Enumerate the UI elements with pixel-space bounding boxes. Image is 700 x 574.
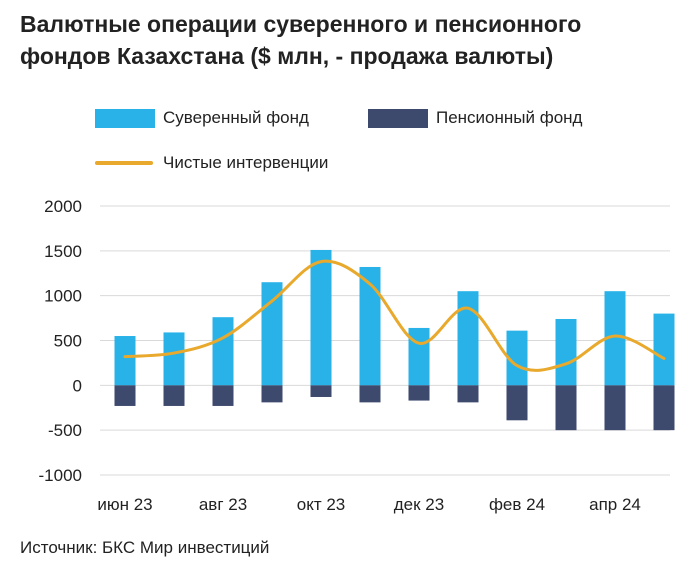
bar-pension [163,385,185,406]
x-tick-label: окт 23 [297,495,346,514]
legend-item-sovereign: Суверенный фонд [95,108,309,128]
grid-layer [100,205,670,476]
label-layer: 2000 1500 1000 500 0 -500 -1000 июн 23 авг 23 окт… [39,197,641,514]
x-tick-label: дек 23 [394,495,444,514]
legend-swatch-sovereign [95,108,155,128]
chart-title-line2: фондов Казахстана ($ млн, - продажа валю… [20,43,554,69]
bar-sovereign [653,313,675,386]
y-tick-label: -500 [48,421,82,440]
legend-label-sovereign: Суверенный фонд [163,108,309,127]
bar-pension [506,385,528,421]
bar-pension [310,385,332,397]
source-note: Источник: БКС Мир инвестиций [20,538,270,557]
legend-label-pension: Пенсионный фонд [436,108,583,127]
legend-label-net: Чистые интервенции [163,153,329,172]
x-tick-label: июн 23 [97,495,152,514]
legend-swatch-pension [368,108,428,128]
y-tick-label: -1000 [39,466,82,485]
bar-pension [359,385,381,403]
chart-legend: Суверенный фонд Пенсионный фонд Чистые и… [95,108,695,188]
bar-pension [212,385,234,406]
x-tick-label: апр 24 [589,495,641,514]
chart-title-line1: Валютные операции суверенного и пенсионн… [20,11,582,37]
bar-pension [653,385,675,431]
x-tick-label: фев 24 [489,495,545,514]
line-layer [123,259,666,372]
legend-item-pension: Пенсионный фонд [368,108,582,128]
bar-pension [604,385,626,431]
line-net-interventions [123,259,666,372]
chart-plot: 2000 1500 1000 500 0 -500 -1000 июн 23 авг 23 окт… [39,197,675,514]
y-tick-label: 2000 [44,197,82,216]
bar-sovereign [114,336,136,386]
chart-title: Валютные операции суверенного и пенсионн… [20,8,680,72]
bar-sovereign [604,291,626,386]
y-tick-label: 1000 [44,287,82,306]
bar-sovereign [212,317,234,386]
legend-item-net: Чистые интервенции [95,153,328,173]
bar-pension [555,385,577,431]
bar-sovereign [163,332,185,386]
y-tick-label: 0 [73,376,82,395]
bar-sovereign [408,327,430,386]
bar-pension [114,385,136,406]
bar-layer [114,249,675,431]
bar-sovereign [261,282,283,386]
bar-pension [261,385,283,403]
bar-pension [457,385,479,403]
x-tick-label: авг 23 [199,495,247,514]
y-tick-label: 1500 [44,242,82,261]
bar-pension [408,385,430,401]
y-tick-label: 500 [54,332,82,351]
bar-sovereign [457,291,479,386]
legend-swatch-net [95,161,153,165]
bar-sovereign [359,266,381,386]
bar-sovereign [555,318,577,386]
bar-sovereign [310,249,332,386]
bar-sovereign [506,330,528,386]
